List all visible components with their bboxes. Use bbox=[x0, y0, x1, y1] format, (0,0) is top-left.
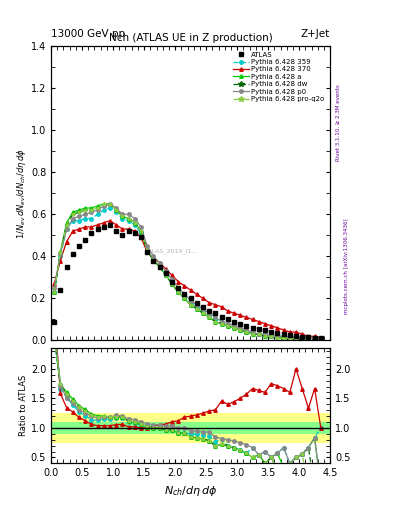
Bar bbox=[51, 413, 330, 443]
X-axis label: $N_{ch}/d\eta\,d\phi$: $N_{ch}/d\eta\,d\phi$ bbox=[164, 484, 217, 498]
Text: 13000 GeV pp: 13000 GeV pp bbox=[51, 29, 125, 39]
Text: mcplots.cern.ch [arXiv:1306.3436]: mcplots.cern.ch [arXiv:1306.3436] bbox=[344, 219, 349, 314]
Legend: ATLAS, Pythia 6.428 359, Pythia 6.428 370, Pythia 6.428 a, Pythia 6.428 dw, Pyth: ATLAS, Pythia 6.428 359, Pythia 6.428 37… bbox=[231, 50, 327, 104]
Text: Rivet 3.1.10, ≥ 2.3M events: Rivet 3.1.10, ≥ 2.3M events bbox=[336, 84, 341, 161]
Bar bbox=[51, 422, 330, 434]
Text: Z+Jet: Z+Jet bbox=[301, 29, 330, 39]
Title: Nch (ATLAS UE in Z production): Nch (ATLAS UE in Z production) bbox=[109, 33, 272, 42]
Y-axis label: Ratio to ATLAS: Ratio to ATLAS bbox=[19, 375, 28, 436]
Y-axis label: $1/N_{ev}\,dN_{ev}/dN_{ch}/d\eta\,d\phi$: $1/N_{ev}\,dN_{ev}/dN_{ch}/d\eta\,d\phi$ bbox=[15, 148, 28, 239]
Text: ATLAS_2019_I1...: ATLAS_2019_I1... bbox=[145, 248, 198, 254]
